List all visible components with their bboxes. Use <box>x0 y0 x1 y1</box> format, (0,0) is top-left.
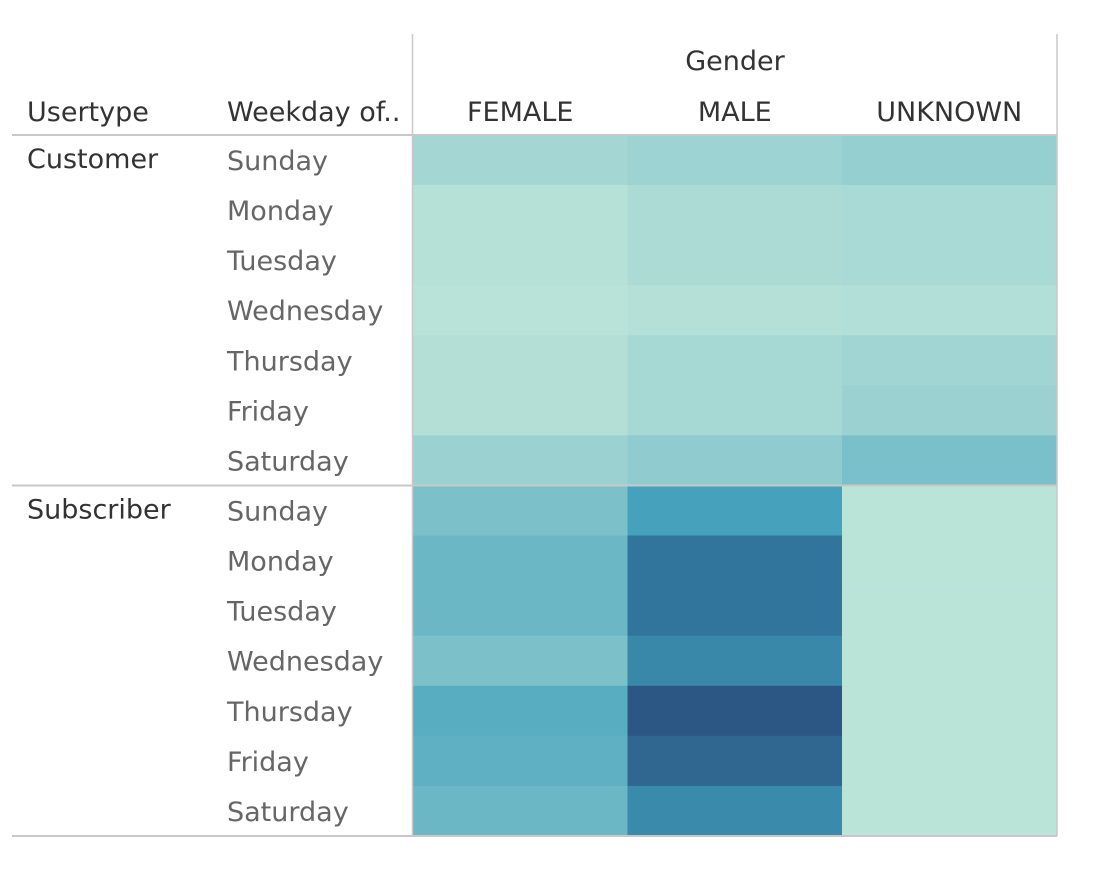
heatmap-cell-customer-friday-unknown <box>842 385 1058 437</box>
heatmap-cell-subscriber-thursday-unknown <box>842 685 1058 737</box>
heatmap-cell-customer-wednesday-unknown <box>842 285 1058 336</box>
row-label-subscriber-saturday: Saturday <box>227 797 349 828</box>
heatmap-cell-subscriber-monday-male <box>627 535 843 587</box>
heatmap-cell-subscriber-friday-female <box>413 735 629 787</box>
heatmap-cell-subscriber-tuesday-female <box>413 585 629 637</box>
heatmap-cell-customer-saturday-female <box>413 435 629 487</box>
row-label-subscriber-monday: Monday <box>227 547 334 578</box>
heatmap-cell-customer-monday-female <box>413 185 629 236</box>
heatmap-cell-subscriber-sunday-unknown <box>842 485 1058 537</box>
heatmap-cell-subscriber-friday-male <box>627 735 843 787</box>
heatmap-cell-subscriber-monday-female <box>413 535 629 587</box>
heatmap-cell-customer-tuesday-unknown <box>842 235 1058 286</box>
heatmap-cell-subscriber-tuesday-unknown <box>842 585 1058 637</box>
heatmap-cell-customer-friday-male <box>627 385 843 437</box>
heatmap-cell-subscriber-saturday-unknown <box>842 785 1058 837</box>
row-label-subscriber-wednesday: Wednesday <box>227 647 383 678</box>
heatmap-cells <box>413 135 1058 837</box>
heatmap-cell-customer-friday-female <box>413 385 629 437</box>
row-label-customer-tuesday: Tuesday <box>226 246 337 277</box>
heatmap-cell-subscriber-saturday-male <box>627 785 843 837</box>
column-label-male: MALE <box>698 97 772 128</box>
heatmap-cell-customer-wednesday-male <box>627 285 843 336</box>
column-label-female: FEMALE <box>467 97 573 128</box>
heatmap-cell-customer-monday-male <box>627 185 843 236</box>
group-label-subscriber: Subscriber <box>27 494 172 525</box>
heatmap-cell-subscriber-wednesday-male <box>627 635 843 687</box>
heatmap-cell-subscriber-wednesday-female <box>413 635 629 687</box>
heatmap-cell-customer-wednesday-female <box>413 285 629 336</box>
heatmap-cell-customer-monday-unknown <box>842 185 1058 236</box>
heatmap-cell-customer-sunday-female <box>413 135 629 186</box>
row-label-subscriber-sunday: Sunday <box>227 496 328 527</box>
column-group-label: Gender <box>685 46 785 77</box>
column-label-unknown: UNKNOWN <box>876 97 1022 128</box>
heatmap-cell-customer-saturday-unknown <box>842 435 1058 487</box>
heatmap-cell-customer-saturday-male <box>627 435 843 487</box>
heatmap-cell-subscriber-saturday-female <box>413 785 629 837</box>
heatmap-cell-subscriber-monday-unknown <box>842 535 1058 587</box>
heatmap-cell-customer-tuesday-female <box>413 235 629 286</box>
heatmap-cell-subscriber-tuesday-male <box>627 585 843 637</box>
row-label-customer-friday: Friday <box>227 396 309 427</box>
row-header-usertype: Usertype <box>27 97 149 128</box>
heatmap-cell-subscriber-wednesday-unknown <box>842 635 1058 687</box>
table-gridlines <box>12 34 1058 837</box>
heatmap-cell-customer-thursday-male <box>627 335 843 386</box>
heatmap-cell-subscriber-sunday-female <box>413 485 629 537</box>
group-label-customer: Customer <box>27 144 159 175</box>
row-label-subscriber-thursday: Thursday <box>226 697 353 728</box>
row-label-customer-sunday: Sunday <box>227 146 328 177</box>
row-label-customer-monday: Monday <box>227 196 334 227</box>
heatmap-cell-customer-thursday-female <box>413 335 629 386</box>
heatmap-cell-customer-sunday-male <box>627 135 843 186</box>
row-label-subscriber-friday: Friday <box>227 747 309 778</box>
heatmap-cell-subscriber-thursday-female <box>413 685 629 737</box>
heatmap-cell-subscriber-friday-unknown <box>842 735 1058 787</box>
heatmap-cell-subscriber-thursday-male <box>627 685 843 737</box>
table-labels: Gender Usertype Weekday of.. FEMALE MALE U… <box>27 46 1022 828</box>
heatmap-cell-customer-thursday-unknown <box>842 335 1058 386</box>
row-header-weekday: Weekday of.. <box>227 97 400 128</box>
heatmap-cell-customer-tuesday-male <box>627 235 843 286</box>
heatmap-cell-subscriber-sunday-male <box>627 485 843 537</box>
row-label-subscriber-tuesday: Tuesday <box>226 597 337 628</box>
row-label-customer-thursday: Thursday <box>226 346 353 377</box>
heatmap-cell-customer-sunday-unknown <box>842 135 1058 186</box>
row-label-customer-saturday: Saturday <box>227 446 349 477</box>
row-label-customer-wednesday: Wednesday <box>227 296 383 327</box>
